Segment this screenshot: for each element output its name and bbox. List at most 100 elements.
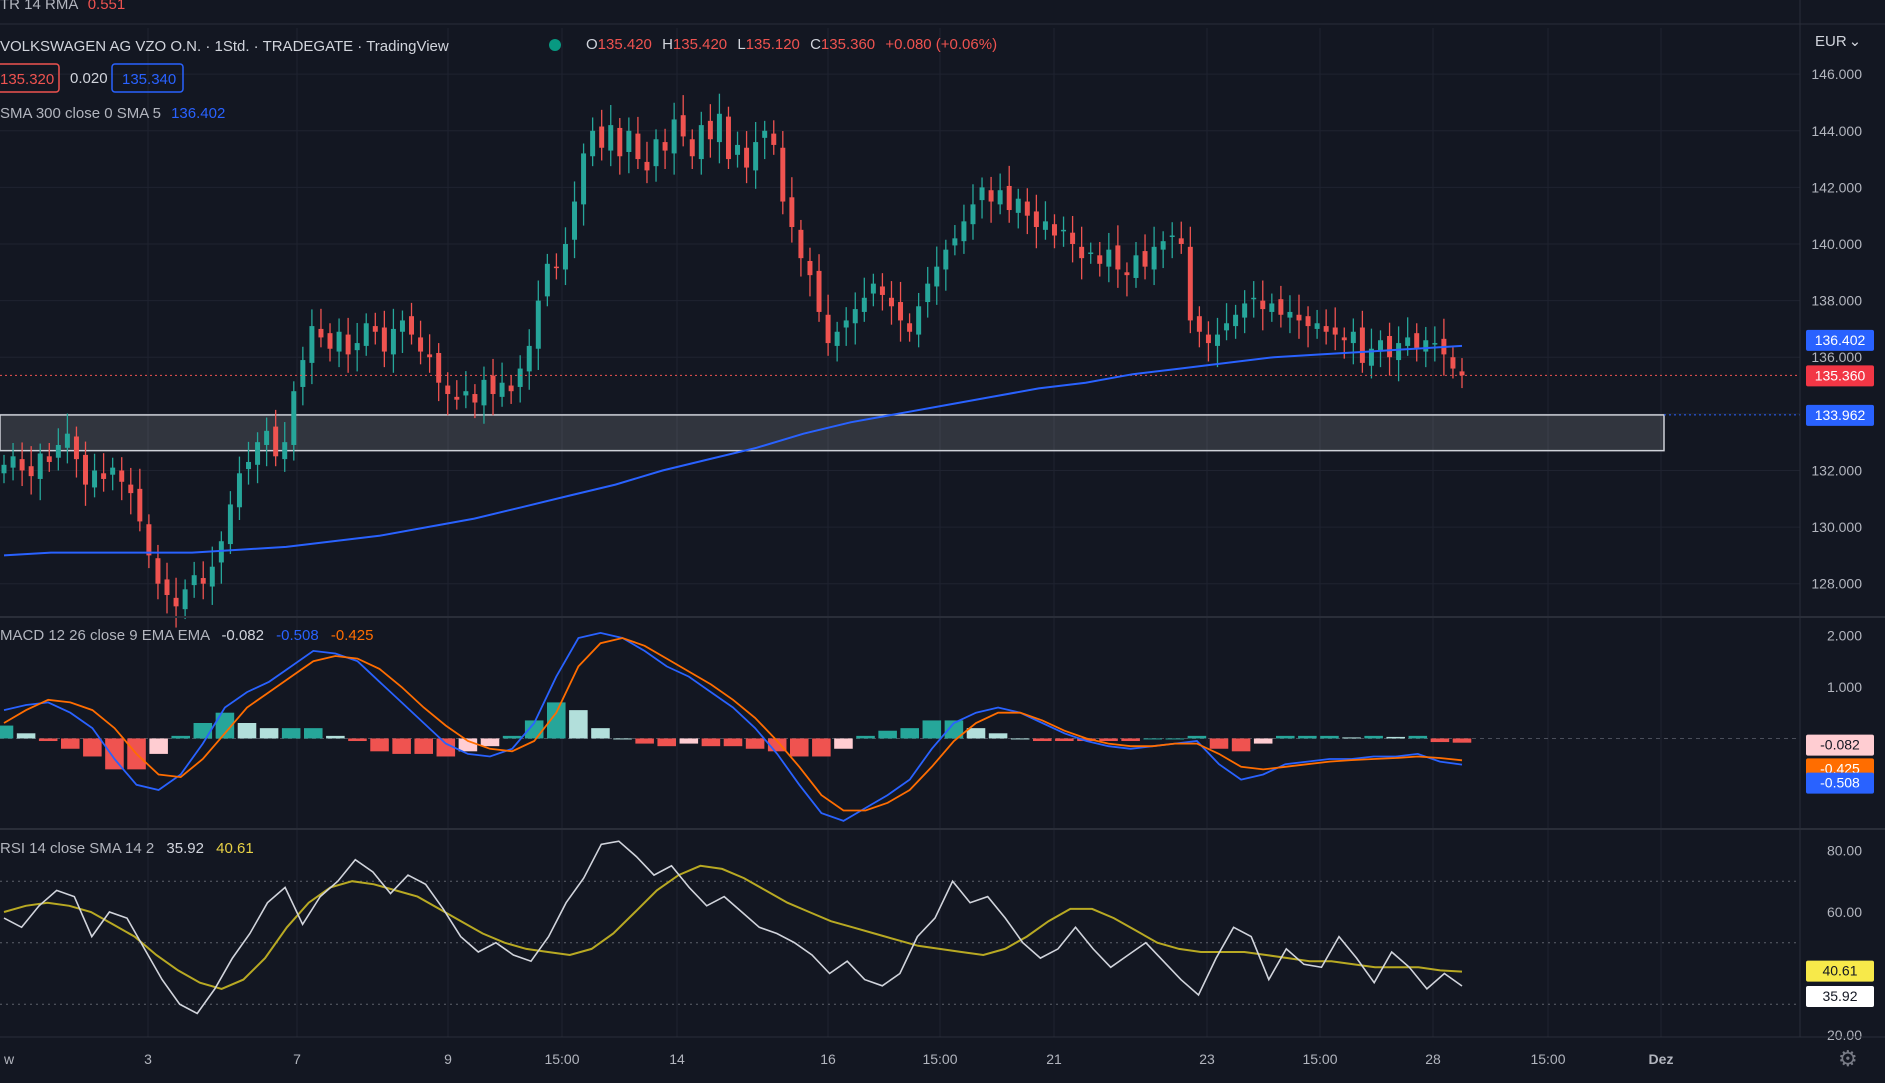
macd-histogram-bar-29 [635,738,654,744]
candle-body-152 [1378,340,1383,352]
candle-body-125 [1133,255,1139,278]
macd-histogram-bar-58 [1275,735,1295,739]
macd-histogram-bar-45 [988,733,1008,739]
rsi-panel[interactable] [0,840,1800,1015]
macd-legend[interactable]: MACD 12 26 close 9 EMA EMA -0.082 -0.508… [0,627,373,644]
candle-body-53 [481,379,487,406]
macd-histogram-bar-38 [834,738,853,749]
candle-body-93 [843,320,849,328]
ask-price: 135.340 [122,71,176,88]
candle-body-151 [1368,348,1374,366]
macd-histogram-bar-59 [1298,735,1317,739]
time-tick-label-6: 16 [820,1051,836,1067]
candle-body-66 [599,126,605,148]
candle-body-49 [445,385,451,395]
ask-button[interactable] [111,63,184,93]
macd-histogram-bar-53 [1165,738,1185,740]
price-tick-label-3: 140.000 [1811,236,1862,252]
price-tick-label-2: 142.000 [1811,179,1862,195]
candle-body-30 [273,426,279,457]
candle-body-149 [1350,331,1356,344]
candle-body-24 [218,541,224,563]
candle-body-27 [246,461,251,470]
candle-body-32 [291,391,297,445]
price-axis[interactable]: 146.000 144.000 142.000 140.000 138.000 136.0… [1811,66,1862,1043]
candle-body-73 [662,142,668,151]
macd-histogram-bar-50 [1099,738,1118,742]
macd-tick-label-0: 2.000 [1827,627,1862,643]
macd-histogram-bar-28 [613,738,632,740]
candle-body-9 [83,454,88,485]
candle-body-146 [1323,326,1329,332]
candle-body-156 [1414,333,1420,349]
candle-body-134 [1215,334,1220,346]
macd-histogram-bar-0 [0,725,14,739]
symbol-title[interactable]: VOLKSWAGEN AG VZO O.N. · 1Std. · TRADEGA… [0,38,449,55]
candle-body-21 [191,575,197,586]
macd-histogram-bar-65 [1430,738,1450,743]
candle-body-4 [37,453,43,479]
macd-histogram-bar-42 [922,720,942,739]
macd-histogram-bar-14 [303,728,323,739]
price-tick-label-1: 144.000 [1811,123,1862,139]
rsi-ma-tag: 40.61 [1822,963,1857,979]
macd-legend-label: MACD 12 26 close 9 EMA EMA [0,627,210,644]
macd-histogram-bar-52 [1143,738,1163,740]
macd-line [3,631,1463,822]
candle-body-97 [879,286,885,295]
candle-body-42 [381,327,387,352]
macd-histogram-bar-33 [723,738,743,747]
price-tick-label-7: 132.000 [1811,462,1862,478]
time-axis[interactable]: w 3 7 9 15:00 14 16 15:00 21 23 15:00 28 15:00 Dez [3,1051,1673,1067]
macd-histogram-bar-46 [1010,738,1030,740]
price-tick-label-0: 146.000 [1811,66,1862,82]
macd-histogram-bar-16 [348,738,367,742]
support-zone[interactable] [0,414,1800,452]
currency-selector[interactable]: EUR ⌄ [1815,33,1861,50]
candle-body-43 [390,328,396,355]
rsi-line-tag: 35.92 [1822,988,1857,1004]
macd-histogram-bar-43 [944,720,964,739]
atr-legend[interactable]: TR 14 RMA 0.551 [0,0,125,13]
candle-body-119 [1079,246,1085,259]
candle-body-7 [64,433,70,448]
macd-panel[interactable] [0,631,1800,822]
candle-body-123 [1115,245,1121,270]
macd-histogram-bar-26 [569,710,588,739]
rsi-legend[interactable]: RSI 14 close SMA 14 2 35.92 40.61 [0,840,254,857]
macd-tick-label-1: 1.000 [1827,679,1862,695]
candle-body-148 [1341,337,1347,341]
macd-histogram-bar-47 [1032,738,1052,742]
rsi-line [3,840,1463,1015]
candle-body-77 [698,125,704,160]
sma-price-tag: 136.402 [1815,332,1866,348]
bid-button[interactable] [0,63,60,93]
macd-histogram-bar-21 [458,738,478,752]
candle-body-80 [725,116,731,160]
rsi-tick-label-2: 20.00 [1827,1027,1862,1043]
candle-body-67 [608,125,614,151]
macd-histogram-bar-56 [1231,738,1251,752]
candle-body-57 [517,368,523,387]
macd-signal-line [3,637,1463,812]
candle-body-25 [227,504,233,545]
support-zone-rect [0,414,1665,452]
candles-group[interactable] [0,93,1800,628]
candle-body-136 [1233,314,1239,327]
candle-body-130 [1178,238,1184,244]
candle-body-11 [101,473,107,479]
candle-body-157 [1423,340,1429,352]
candle-body-28 [255,442,261,465]
candle-body-140 [1269,303,1275,312]
sma-legend[interactable]: SMA 300 close 0 SMA 5 136.402 [0,105,225,122]
candle-body-138 [1251,297,1257,300]
candle-body-68 [617,127,623,157]
macd-line-tag-bg [1806,772,1874,794]
time-tick-label-8: 21 [1046,1051,1062,1067]
macd-histogram-bar-62 [1364,735,1383,739]
candle-body-150 [1359,327,1365,363]
candle-body-82 [744,147,750,168]
settings-gear-icon[interactable]: ⚙ [1838,1046,1858,1071]
